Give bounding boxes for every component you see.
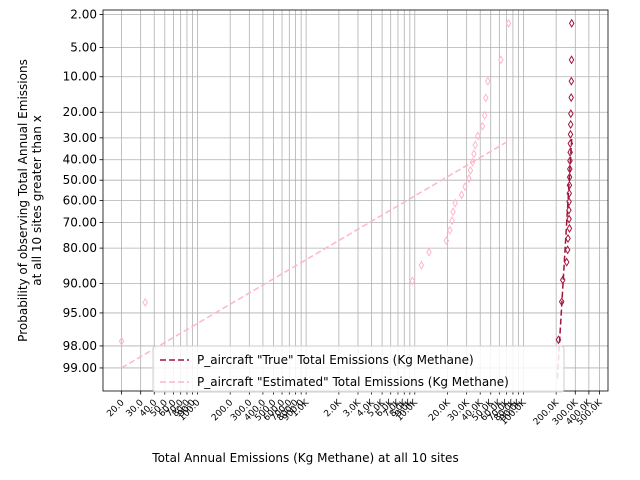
data-point-series-1	[418, 260, 425, 270]
data-point-series-1	[447, 225, 453, 235]
y-tick-label: 50.00	[63, 173, 97, 187]
data-point-series-0	[566, 223, 573, 233]
data-point-series-0	[559, 275, 566, 285]
data-point-series-1	[482, 93, 489, 103]
y-axis-label-line-1: Probability of observing Total Annual Em…	[16, 59, 30, 342]
data-point-series-0	[567, 138, 574, 149]
fit-line-series-1	[121, 139, 511, 369]
data-point-series-0	[568, 76, 575, 86]
data-point-series-1	[472, 140, 479, 150]
y-tick-label: 40.00	[63, 153, 97, 167]
data-point-series-1	[498, 55, 504, 65]
y-tick-label: 30.00	[63, 131, 97, 145]
data-point-series-1	[118, 336, 125, 346]
data-point-series-0	[555, 335, 562, 345]
x-tick-label: 2.0K	[323, 397, 345, 419]
data-point-series-0	[566, 214, 572, 224]
data-point-series-0	[567, 147, 573, 157]
data-point-series-1	[449, 216, 455, 226]
data-point-series-0	[566, 205, 572, 215]
y-tick-label: 20.00	[63, 105, 97, 119]
data-point-series-1	[479, 121, 486, 131]
data-point-series-1	[426, 247, 432, 257]
y-tick-label: 60.00	[63, 194, 97, 208]
data-point-series-1	[505, 18, 512, 28]
data-point-series-1	[452, 198, 458, 208]
data-point-series-1	[142, 297, 148, 307]
data-markers	[118, 18, 575, 346]
y-tick-label: 99.00	[63, 361, 97, 375]
data-point-series-0	[563, 257, 570, 267]
data-point-series-0	[566, 172, 573, 182]
data-point-series-0	[558, 297, 565, 307]
y-tick-label: 80.00	[63, 241, 97, 255]
data-point-series-0	[568, 109, 574, 119]
legend-box	[152, 345, 565, 393]
y-tick-label: 90.00	[63, 277, 97, 291]
y-tick-label: 10.00	[63, 70, 97, 84]
data-point-series-0	[565, 233, 571, 244]
data-point-series-0	[567, 156, 573, 166]
x-axis-label: Total Annual Emissions (Kg Methane) at a…	[151, 451, 458, 465]
x-tick-label: 20.0	[105, 398, 126, 419]
y-axis-ticks: 2.00 5.00 10.00 20.00 30.00 40.00 50.00 60.00 70…	[63, 7, 103, 375]
data-point-series-0	[568, 55, 575, 65]
data-point-series-0	[564, 245, 571, 255]
y-axis-label: Probability of observing Total Annual Em…	[16, 59, 44, 342]
y-tick-label: 70.00	[63, 215, 97, 229]
data-point-series-1	[475, 131, 481, 141]
data-point-series-1	[458, 190, 465, 200]
y-tick-label: 2.00	[70, 7, 97, 21]
y-tick-label: 5.00	[70, 40, 97, 54]
data-point-series-1	[462, 182, 468, 192]
legend-label-estimated: P_aircraft "Estimated" Total Emissions (…	[197, 375, 509, 389]
data-point-series-0	[567, 119, 574, 130]
data-point-series-1	[481, 110, 488, 120]
fit-lines	[121, 138, 573, 379]
data-point-series-0	[567, 129, 574, 139]
data-point-series-1	[467, 165, 474, 175]
data-point-series-0	[566, 188, 573, 198]
data-point-series-1	[443, 236, 450, 246]
data-point-series-0	[568, 18, 575, 28]
data-point-series-1	[485, 76, 491, 86]
data-point-series-1	[409, 276, 416, 286]
data-point-series-1	[466, 173, 472, 184]
data-point-series-0	[566, 180, 573, 190]
data-point-series-0	[567, 164, 573, 174]
legend-label-true: P_aircraft "True" Total Emissions (Kg Me…	[197, 353, 474, 367]
data-point-series-1	[469, 157, 476, 167]
data-point-series-1	[471, 149, 477, 159]
data-point-series-1	[450, 207, 456, 217]
data-point-series-0	[566, 197, 572, 207]
data-point-series-0	[568, 92, 574, 103]
legend: P_aircraft "True" Total Emissions (Kg Me…	[152, 345, 565, 393]
y-tick-label: 95.00	[63, 306, 97, 320]
y-tick-label: 98.00	[63, 339, 97, 353]
y-axis-label-line-2: at all 10 sites greater than x	[30, 115, 44, 286]
